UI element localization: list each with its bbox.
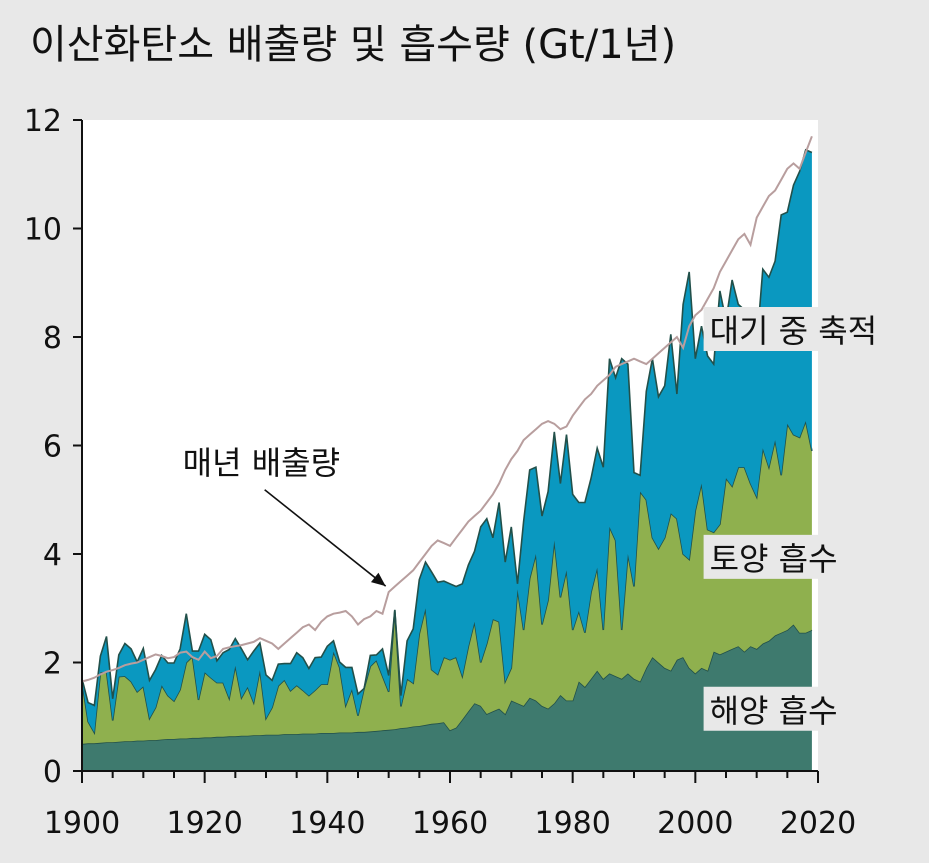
annual-emissions-line bbox=[81, 135, 813, 683]
annotation-arrowhead bbox=[370, 572, 386, 587]
x-tick-label: 1980 bbox=[534, 806, 610, 841]
area-atmosphere bbox=[82, 149, 812, 733]
y-tick-label: 8 bbox=[43, 321, 62, 356]
x-tick-label: 1940 bbox=[289, 806, 365, 841]
label-annual-emissions: 매년 배출량 bbox=[183, 444, 340, 482]
x-tick-label: 1900 bbox=[44, 806, 120, 841]
y-tick-label: 6 bbox=[43, 430, 62, 465]
y-tick-label: 0 bbox=[43, 755, 62, 790]
x-tick-label: 2000 bbox=[657, 806, 733, 841]
area-edge-atmosphere bbox=[81, 148, 813, 707]
label-land-sink: 토양 흡수 bbox=[710, 540, 838, 578]
y-tick-label: 10 bbox=[24, 213, 62, 248]
area-ocean-sink bbox=[82, 624, 812, 771]
plot-area: 0 2 4 6 8 10 12 1900 1920 1940 1960 1980 2000 2020 대기 … bbox=[24, 104, 912, 841]
annotation-box bbox=[703, 686, 866, 731]
annotation-arrow bbox=[264, 489, 387, 587]
y-tick-label: 12 bbox=[24, 104, 62, 139]
y-tick-label: 2 bbox=[43, 647, 62, 682]
x-tick-label: 1920 bbox=[166, 806, 242, 841]
x-tick-label: 1960 bbox=[412, 806, 488, 841]
chart-title: 이산화탄소 배출량 및 흡수량 (Gt/1년) bbox=[30, 22, 676, 68]
y-tick-label: 4 bbox=[43, 538, 62, 573]
area-land-sink bbox=[82, 421, 812, 744]
label-ocean-sink: 해양 흡수 bbox=[710, 692, 838, 730]
x-tick-label: 2020 bbox=[780, 806, 856, 841]
annotation-box bbox=[703, 307, 912, 351]
annotation-box bbox=[703, 534, 866, 579]
label-atmosphere: 대기 중 축적 bbox=[710, 312, 878, 350]
